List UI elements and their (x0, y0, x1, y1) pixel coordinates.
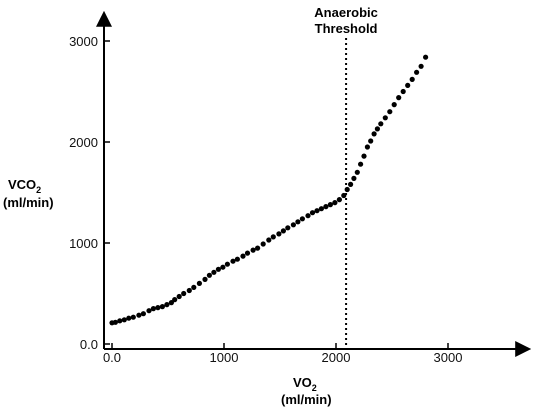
data-point (176, 293, 182, 300)
data-point (130, 314, 136, 320)
data-point (364, 144, 370, 150)
annotation-line-2: Threshold (315, 21, 378, 36)
data-point (351, 175, 357, 181)
data-point (270, 234, 276, 240)
data-point (244, 250, 251, 256)
data-point (136, 312, 142, 318)
x-tick-label: 3000 (434, 350, 463, 365)
data-point (368, 138, 374, 144)
data-point (140, 311, 146, 317)
data-point (318, 206, 324, 212)
data-point (341, 192, 347, 199)
data-point (344, 186, 350, 193)
y-axis-ticks: 0.0 1000 2000 3000 (69, 34, 110, 352)
data-points (109, 54, 429, 326)
data-point (202, 276, 208, 282)
data-point (309, 210, 316, 216)
data-point (314, 208, 320, 214)
data-point (387, 109, 393, 115)
data-point (266, 237, 272, 243)
data-point (191, 284, 197, 290)
data-point (159, 304, 165, 310)
annotation-line-1: Anaerobic (314, 5, 378, 20)
data-point (378, 121, 384, 127)
x-tick-label: 2000 (322, 350, 351, 365)
data-point (354, 169, 360, 175)
data-point (215, 266, 221, 272)
y-tick-label: 3000 (69, 34, 98, 49)
data-point (336, 197, 342, 203)
data-point (290, 222, 296, 228)
y-axis-title-subscript: 2 (36, 185, 41, 195)
data-point (117, 318, 123, 324)
data-point (418, 63, 424, 69)
data-point (382, 115, 388, 121)
data-point (361, 153, 367, 159)
data-point (276, 231, 282, 237)
data-point (206, 272, 212, 278)
data-point (299, 216, 305, 222)
data-point (186, 287, 192, 294)
data-point (121, 317, 127, 323)
data-point (168, 300, 174, 306)
data-point (155, 305, 161, 311)
x-axis-ticks: 0.0 1000 2000 3000 (103, 343, 463, 365)
data-point (234, 256, 240, 262)
data-point (285, 225, 291, 231)
data-point (400, 88, 406, 95)
data-point (374, 126, 380, 132)
y-axis-title-text: VCO (8, 177, 36, 192)
x-axis-title-subscript: 2 (312, 383, 317, 393)
data-point (423, 54, 429, 60)
x-tick-label: 1000 (210, 350, 239, 365)
data-point (305, 213, 311, 219)
data-point (280, 228, 286, 234)
data-point (323, 204, 329, 210)
data-point (295, 219, 301, 225)
data-point (396, 95, 402, 101)
data-point (164, 302, 170, 308)
data-point (240, 253, 246, 259)
data-point (196, 280, 202, 286)
data-point (172, 297, 178, 303)
data-point (230, 258, 236, 264)
data-point (126, 315, 132, 321)
data-point (414, 69, 420, 75)
data-point (327, 202, 333, 208)
x-tick-label: 0.0 (103, 350, 121, 365)
data-point (409, 76, 415, 82)
data-point (224, 261, 230, 267)
data-point (150, 306, 156, 312)
x-axis-title-unit: (ml/min) (281, 392, 332, 407)
data-point (348, 181, 354, 187)
data-point (211, 269, 217, 275)
y-axis-title-main: VCO2 (8, 177, 41, 195)
data-point (405, 82, 411, 88)
data-point (181, 290, 187, 297)
y-tick-label: 2000 (69, 135, 98, 150)
data-point (332, 200, 338, 206)
data-point (220, 264, 226, 270)
y-axis-title-unit: (ml/min) (3, 195, 54, 210)
data-point (250, 247, 256, 253)
x-axis-title-text: VO (293, 375, 312, 390)
x-axis-title-main: VO2 (293, 375, 317, 393)
data-point (260, 241, 266, 247)
y-tick-label: 0.0 (80, 337, 98, 352)
data-point (371, 131, 377, 137)
data-point (391, 102, 397, 108)
data-point (112, 319, 118, 325)
data-point (146, 308, 152, 314)
y-tick-label: 1000 (69, 236, 98, 251)
data-point (255, 245, 261, 251)
data-point (358, 161, 364, 167)
